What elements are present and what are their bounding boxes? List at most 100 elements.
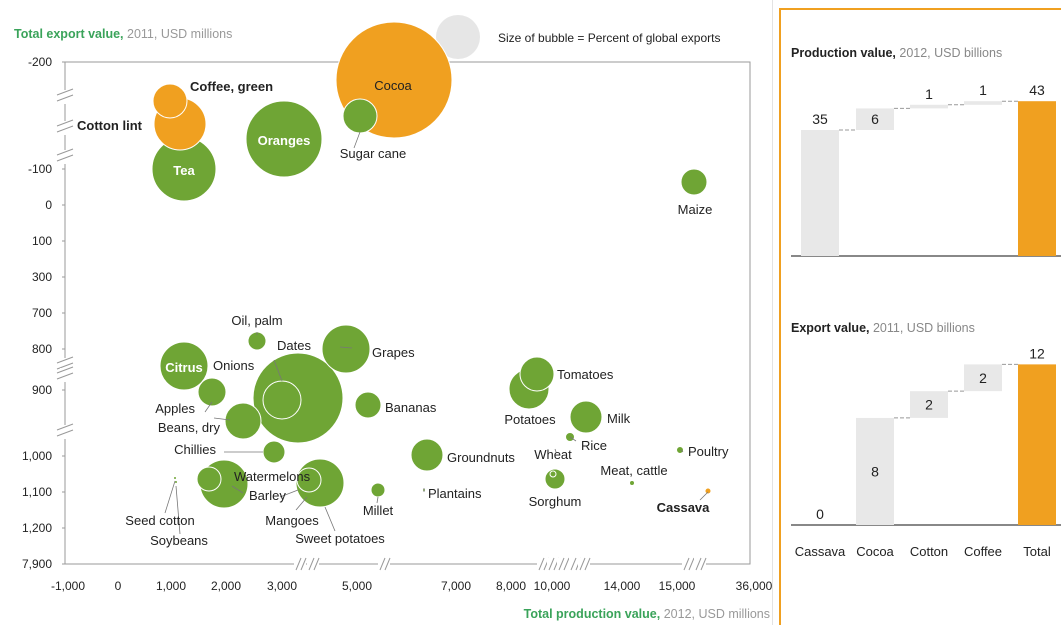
production-title-rest: 2012, USD billions [895,46,1003,60]
y-tick-label: 1,200 [22,521,52,535]
waterfall-bar-coffee [964,101,1002,105]
waterfall-value-cassava: 35 [812,111,828,127]
x-axis-title: Total production value, 2012, USD millio… [524,607,770,621]
y-tick-label: 100 [32,234,52,248]
label-rice: Rice [581,438,607,453]
y-break-stroke [56,148,74,156]
leader-line [699,491,709,501]
y-tick-label: -200 [28,55,52,69]
y-axis-ticks: 7,900 1,200 1,100 1,000 900 800 700 300 100 0 -100… [22,55,65,571]
waterfall-value-coffee: 2 [979,370,987,386]
production-waterfall: 35 6 1 1 43 [791,82,1061,257]
leader-lines [164,131,709,535]
y-break-gap [60,368,70,382]
leader-line [324,506,336,532]
export-waterfall: 0 8 2 2 12 [791,345,1061,526]
label-tea: Tea [173,163,195,178]
axis-break-marks [56,88,707,571]
label-poultry: Poultry [688,444,729,459]
label-cotton-lint: Cotton lint [77,118,143,133]
x-tick-label: 15,000 [659,579,696,593]
side-waterfall-charts: 35 6 1 1 43 0 8 2 2 12 Cassava Cocoa Cotton Coffee T… [791,82,1061,559]
production-title-bold: Production value, [791,46,896,60]
label-grapes: Grapes [372,345,415,360]
bubble-oranges [245,100,323,178]
label-cassava: Cassava [657,500,711,515]
label-oil-palm: Oil, palm [231,313,282,328]
x-break-stroke [688,557,695,571]
x-tick-label: 36,000 [736,579,772,593]
x-tick-label: 2,000 [211,579,241,593]
x-break-stroke [308,557,315,571]
x-tick-label: 10,000 [534,579,571,593]
x-tick-label: 8,000 [496,579,526,593]
x-tick-label: 7,000 [441,579,471,593]
export-chart-title: Export value, 2011, USD billions [791,321,975,335]
chart-title: Total export value, 2011, USD millions [14,27,232,41]
production-chart-title: Production value, 2012, USD billions [791,46,1002,60]
bubble-millet [370,482,386,498]
y-break-gap [60,121,70,135]
category-coffee: Coffee [964,544,1002,559]
y-break-stroke [56,154,74,162]
bubble-chart: Total export value, 2011, USD millions S… [14,15,772,621]
chart-title-bold: Total export value, [14,27,124,41]
bubble-bananas [354,391,382,419]
x-break-stroke [548,557,555,571]
label-chillies: Chillies [174,442,216,457]
waterfall-value-cassava: 0 [816,506,824,522]
chart-title-rest: 2011, USD millions [124,27,233,41]
label-meat-cattle: Meat, cattle [600,463,667,478]
x-break-stroke [379,557,386,571]
leader-line [295,496,308,511]
x-break-stroke [683,557,690,571]
label-tomatoes: Tomatoes [557,367,614,382]
label-groundnuts: Groundnuts [447,450,515,465]
label-oranges: Oranges [258,133,311,148]
label-sorghum: Sorghum [529,494,582,509]
category-cocoa: Cocoa [856,544,894,559]
x-tick-label: 14,000 [604,579,641,593]
y-break-gap [60,90,70,104]
leader-line [376,496,379,504]
label-sugar-cane: Sugar cane [340,146,407,161]
bubble-seed-cotton [173,476,177,480]
label-barley: Barley [249,488,286,503]
x-break-stroke [384,557,391,571]
x-tick-label: -1,000 [51,579,85,593]
bubble-size-legend-circle [436,15,480,59]
waterfall-value-total: 43 [1029,82,1045,98]
bubble-mangoes [296,467,322,493]
label-soybeans: Soybeans [150,533,208,548]
y-break-gap [60,425,70,439]
y-break-stroke [56,362,74,370]
y-tick-label: 1,100 [22,485,52,499]
waterfall-bar-cotton [910,104,948,109]
bubble-size-legend-text: Size of bubble = Percent of global expor… [498,31,720,45]
label-bananas: Bananas [385,400,437,415]
waterfall-value-cotton: 1 [925,86,933,102]
leader-line [175,485,181,535]
waterfall-bar-total [1018,101,1056,256]
y-break-stroke [56,125,74,133]
y-break-gap [60,358,70,372]
leader-line [339,346,353,349]
leader-line [680,449,684,453]
y-break-stroke [56,119,74,127]
bubble-cassava [704,487,712,495]
label-mangoes: Mangoes [265,513,319,528]
y-tick-label: -100 [28,162,52,176]
label-dates: Dates [277,338,311,353]
y-tick-label: 1,000 [22,449,52,463]
bubble-onions [262,380,302,420]
label-potatoes: Potatoes [504,412,556,427]
leader-line [554,448,557,453]
y-break-stroke [56,372,74,380]
leader-line [231,485,244,494]
export-title-rest: 2011, USD billions [869,321,975,335]
bubble-citrus [159,341,209,391]
y-tick-label: 700 [32,306,52,320]
y-tick-label: 7,900 [22,557,52,571]
x-axis-title-rest: 2012, USD millions [660,607,770,621]
bubble-sugar-cane [342,98,378,134]
